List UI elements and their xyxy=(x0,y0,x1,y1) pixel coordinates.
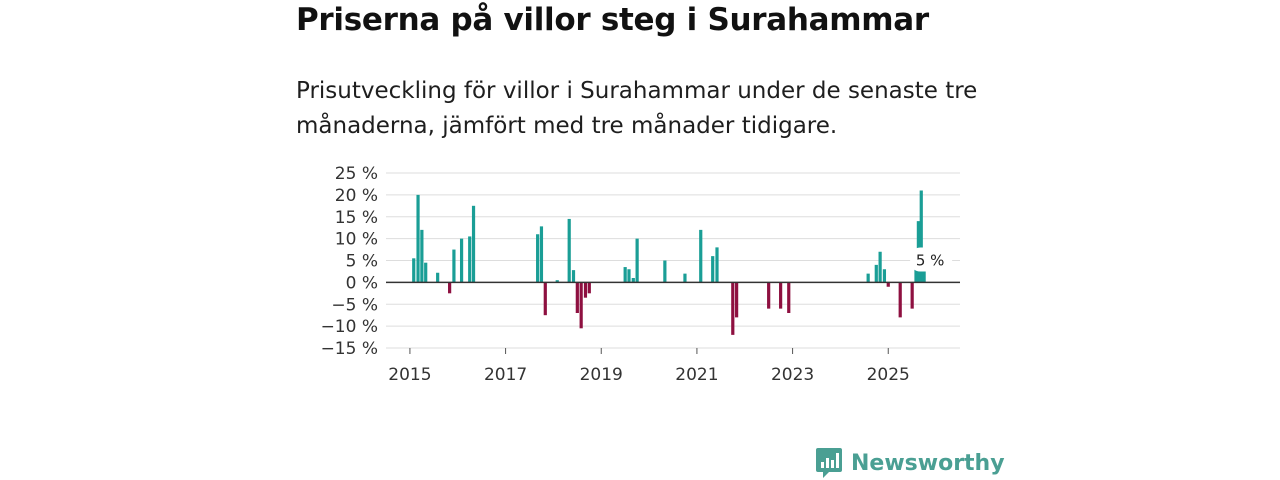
grid-lines xyxy=(386,172,960,349)
bar-positive xyxy=(882,269,887,283)
bar-positive xyxy=(711,256,715,283)
bar-negative xyxy=(543,282,547,316)
bar-positive xyxy=(571,270,576,283)
bar-negative xyxy=(898,282,902,318)
bar-positive xyxy=(699,229,703,283)
bar-negative xyxy=(787,282,791,313)
x-tick-label: 2019 xyxy=(580,365,623,385)
bar-negative xyxy=(731,282,735,335)
bar-positive xyxy=(424,262,428,283)
bar-positive xyxy=(539,226,544,283)
callout-label: 5 % xyxy=(916,252,945,270)
callout-background xyxy=(910,247,953,272)
bar-positive xyxy=(635,238,639,283)
brand-name: Newsworthy xyxy=(851,450,1005,476)
bar-positive xyxy=(536,234,540,283)
chart-subtitle: Prisutveckling för villor i Surahammar u… xyxy=(296,78,978,139)
value-callout: 5 % xyxy=(910,247,953,272)
bar-negative xyxy=(735,282,739,318)
bar-positive xyxy=(567,218,571,283)
bar-positive xyxy=(452,249,456,283)
bar-positive xyxy=(663,260,667,283)
bar-positive xyxy=(412,258,416,283)
bar-negative xyxy=(448,282,452,294)
y-axis-labels: 25 %20 %15 %10 %5 %0 %−5 %−10 %−15 % xyxy=(321,164,378,359)
y-tick-label: 5 % xyxy=(346,252,378,272)
y-tick-label: 0 % xyxy=(346,273,378,293)
bar-positive xyxy=(555,280,559,283)
brand-logo: Newsworthy xyxy=(815,446,1005,480)
y-tick-label: 10 % xyxy=(335,230,378,250)
bar-negative xyxy=(767,282,771,309)
bar-negative xyxy=(583,282,588,298)
bar-negative xyxy=(910,282,914,309)
bar-positive xyxy=(627,269,631,283)
y-tick-label: −5 % xyxy=(331,295,378,315)
bar-positive xyxy=(623,267,627,283)
bar-positive xyxy=(683,273,687,283)
bar-positive xyxy=(715,247,719,283)
bar-positive xyxy=(436,272,440,283)
y-tick-label: 20 % xyxy=(335,186,378,206)
bar-positive xyxy=(471,205,476,283)
bar-positive xyxy=(416,194,420,283)
bar-positive xyxy=(459,238,464,283)
x-axis: 2015 2017 2019 2021 2023 2025 xyxy=(388,348,910,385)
bar-positive xyxy=(878,251,882,283)
bar-negative xyxy=(779,282,783,309)
x-tick-label: 2025 xyxy=(867,365,910,385)
y-tick-label: −10 % xyxy=(321,317,378,337)
x-tick-label: 2017 xyxy=(484,365,527,385)
bar-positive xyxy=(631,278,635,283)
x-tick-label: 2023 xyxy=(771,365,814,385)
bar-positive xyxy=(420,229,424,283)
bar-positive xyxy=(468,236,472,283)
bar-negative xyxy=(587,282,591,294)
bar-negative xyxy=(575,282,579,313)
newsworthy-logo-icon xyxy=(816,448,842,478)
x-tick-label: 2021 xyxy=(675,365,718,385)
y-tick-label: −15 % xyxy=(321,339,378,359)
bars xyxy=(412,190,926,335)
y-tick-label: 25 % xyxy=(335,164,378,184)
bar-positive xyxy=(919,190,923,283)
bar-positive xyxy=(874,264,878,283)
bar-negative xyxy=(886,282,890,287)
chart-title: Priserna på villor steg i Surahammar xyxy=(296,2,929,38)
y-tick-label: 15 % xyxy=(335,208,378,228)
x-tick-label: 2015 xyxy=(388,365,431,385)
bar-positive xyxy=(866,273,870,283)
bar-negative xyxy=(579,282,583,329)
